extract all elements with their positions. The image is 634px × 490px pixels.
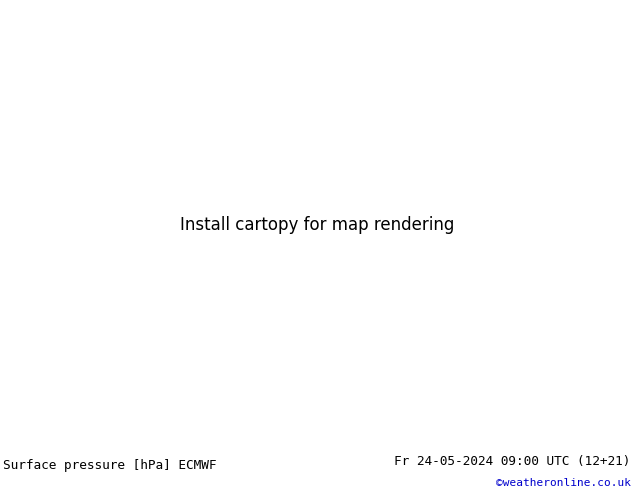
Text: Surface pressure [hPa] ECMWF: Surface pressure [hPa] ECMWF [3,459,217,471]
Text: Fr 24-05-2024 09:00 UTC (12+21): Fr 24-05-2024 09:00 UTC (12+21) [394,455,631,467]
Text: Install cartopy for map rendering: Install cartopy for map rendering [180,216,454,234]
Text: ©weatheronline.co.uk: ©weatheronline.co.uk [496,478,631,488]
